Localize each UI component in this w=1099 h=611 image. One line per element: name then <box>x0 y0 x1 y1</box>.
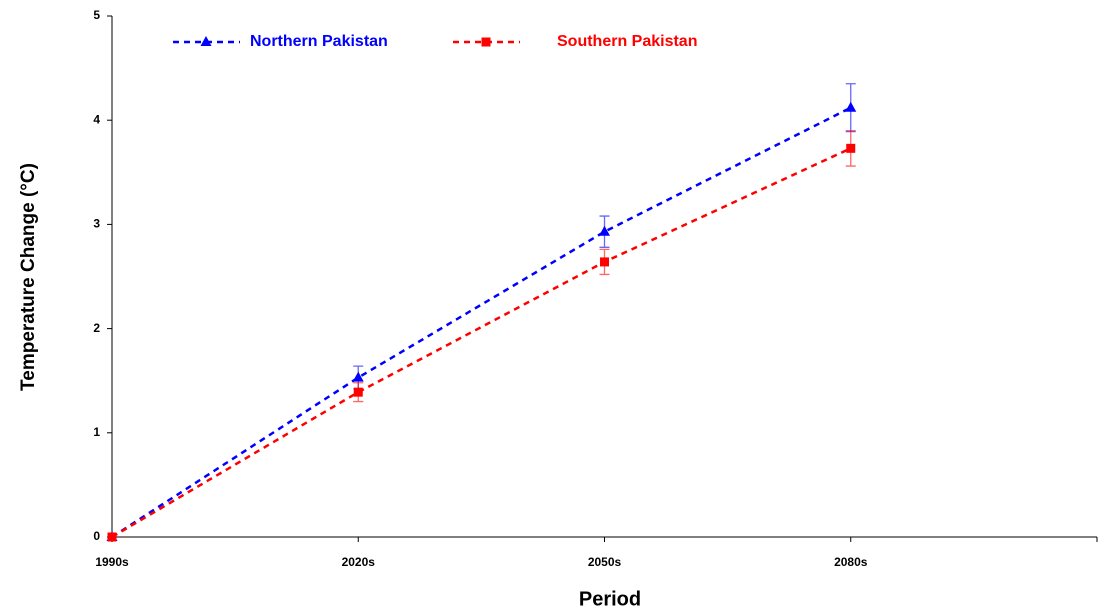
x-tick-label: 2050s <box>588 555 622 569</box>
y-tick-label: 3 <box>93 217 100 231</box>
y-tick-label: 2 <box>93 321 100 335</box>
marker <box>107 532 117 542</box>
legend-label: Northern Pakistan <box>250 33 388 50</box>
legend-label: Southern Pakistan <box>557 33 697 50</box>
y-tick-label: 5 <box>93 8 100 22</box>
x-tick-label: 1990s <box>95 555 129 569</box>
series-line <box>111 106 852 539</box>
x-tick-label: 2080s <box>834 555 868 569</box>
marker <box>353 387 363 397</box>
marker <box>352 371 364 382</box>
marker <box>481 37 491 47</box>
series-line <box>111 147 852 539</box>
y-tick-label: 0 <box>93 529 100 543</box>
marker <box>599 225 610 236</box>
marker <box>845 101 857 112</box>
x-axis-label: Period <box>579 588 641 610</box>
y-tick-label: 4 <box>93 112 100 126</box>
marker <box>200 36 212 46</box>
y-axis-label: Temperature Change (°C) <box>18 163 39 391</box>
marker <box>846 143 856 153</box>
x-tick-label: 2020s <box>342 555 376 569</box>
y-tick-label: 1 <box>93 425 100 439</box>
marker <box>600 257 609 267</box>
